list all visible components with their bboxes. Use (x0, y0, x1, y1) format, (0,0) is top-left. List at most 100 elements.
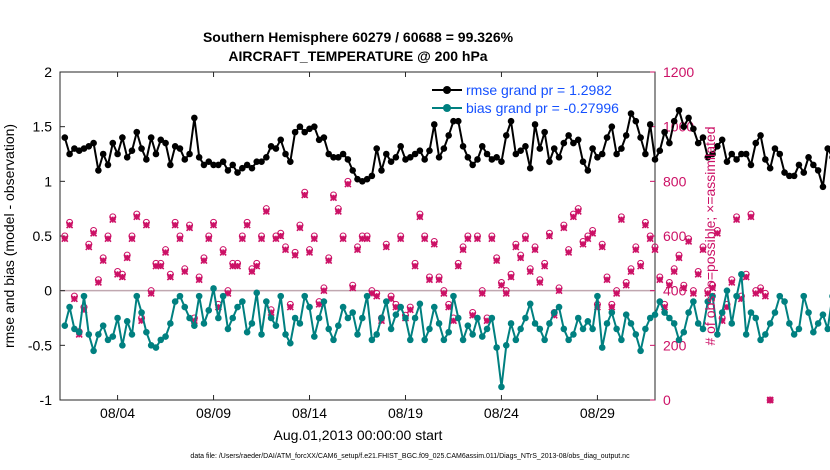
bias-point (742, 331, 750, 338)
rmse-point (608, 123, 616, 130)
obs-assimilated-point (641, 221, 649, 229)
rmse-point (627, 110, 635, 117)
obs-assimilated-point (752, 289, 760, 297)
bias-point (272, 322, 280, 329)
obs-assimilated-point (368, 289, 376, 297)
rmse-point (656, 147, 664, 155)
rmse-point (522, 143, 529, 150)
obs-assimilated-point (464, 235, 472, 243)
bias-point (733, 292, 740, 300)
obs-assimilated-point (238, 235, 246, 243)
bias-point (363, 292, 371, 300)
bias-point (570, 331, 577, 338)
rmse-point (440, 145, 448, 152)
bias-point (603, 320, 611, 327)
obs-assimilated-point (349, 284, 357, 292)
bias-point (330, 336, 337, 344)
obs-assimilated-point (747, 213, 755, 221)
obs-assimilated-point (445, 303, 453, 311)
rmse-point (810, 161, 817, 169)
obs-assimilated-point (118, 273, 126, 281)
x-tick-label: 08/14 (292, 405, 327, 421)
rmse-point (565, 132, 572, 139)
obs-assimilated-point (224, 289, 232, 297)
bias-point (805, 309, 812, 316)
bias-point (421, 336, 428, 344)
rmse-point (435, 153, 443, 161)
rmse-point (493, 153, 500, 161)
bias-point (550, 309, 558, 316)
obs-assimilated-point (512, 243, 520, 251)
rmse-point (469, 161, 476, 169)
obs-assimilated-point (646, 235, 654, 243)
obs-assimilated-point (709, 284, 717, 292)
obs-assimilated-point (723, 303, 731, 311)
bias-point (234, 303, 241, 311)
bias-point (790, 331, 798, 338)
rmse-point (119, 134, 126, 141)
rmse-point (152, 150, 160, 158)
y-right-tick-label: 1200 (663, 64, 694, 80)
obs-assimilated-point (353, 246, 362, 254)
obs-assimilated-point (593, 303, 601, 311)
rmse-point (296, 123, 304, 130)
rmse-point (109, 139, 117, 147)
rmse-line (63, 107, 830, 188)
rmse-point (210, 161, 217, 169)
rmse-point (258, 158, 265, 165)
rmse-point (570, 139, 577, 147)
obs-assimilated-point (397, 235, 405, 243)
bias-point (267, 314, 275, 322)
y-tick-label: -1 (40, 392, 53, 408)
obs-assimilated-point (128, 235, 136, 243)
rmse-point (176, 145, 184, 152)
bias-point (219, 292, 227, 300)
bias-point (195, 292, 203, 300)
rmse-point (406, 153, 414, 161)
rmse-point (104, 161, 112, 169)
rmse-point (287, 158, 294, 165)
bias-point (781, 298, 788, 305)
bias-point (584, 317, 592, 325)
rmse-point (795, 161, 803, 169)
bias-point (464, 322, 472, 329)
obs-assimilated-point (301, 191, 309, 199)
bias-point (66, 303, 73, 311)
bias-point (392, 311, 400, 319)
rmse-point (219, 158, 227, 165)
bias-point (430, 303, 438, 311)
rmse-point (272, 145, 280, 152)
obs-assimilated-point (329, 194, 338, 202)
rmse-point (147, 134, 155, 141)
bias-point (373, 331, 380, 338)
bias-point (411, 314, 419, 322)
obs-assimilated-point (219, 248, 227, 256)
bias-point (277, 292, 285, 300)
rmse-point (642, 150, 649, 158)
obs-assimilated-point (704, 289, 712, 297)
y-tick-label: 0.5 (33, 228, 53, 244)
rmse-point (550, 145, 558, 152)
obs-assimilated-point (473, 235, 482, 243)
rmse-point (195, 153, 203, 161)
obs-assimilated-point (545, 232, 554, 240)
y-right-tick-label: 600 (663, 228, 687, 244)
obs-assimilated-point (152, 262, 160, 270)
rmse-point (738, 150, 745, 158)
obs-assimilated-point (305, 248, 314, 256)
bias-point (291, 314, 299, 322)
x-tick-label: 08/24 (484, 405, 519, 421)
rmse-point (90, 139, 97, 147)
bias-point (210, 285, 217, 292)
rmse-point (685, 114, 692, 122)
obs-assimilated-point (171, 221, 179, 229)
obs-assimilated-point (694, 270, 702, 278)
bias-point (85, 331, 93, 338)
rmse-point (277, 136, 285, 144)
rmse-point (704, 153, 712, 161)
obs-assimilated-point (185, 224, 194, 232)
rmse-point (397, 143, 404, 150)
rmse-point (637, 134, 644, 141)
bias-point (95, 331, 102, 338)
rmse-point (450, 117, 457, 125)
